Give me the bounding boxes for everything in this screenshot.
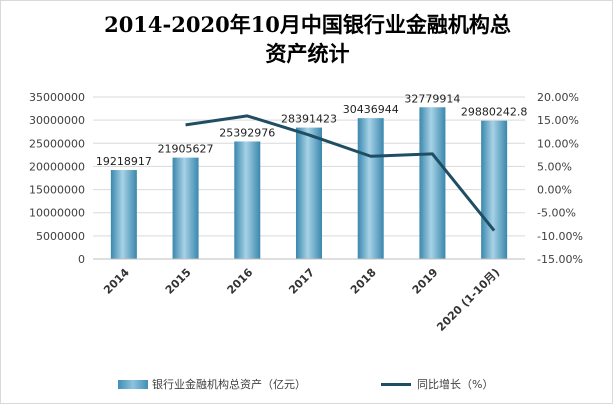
y-right-tick-label: 5.00% [537,160,572,173]
y-right-tick-label: 0.00% [537,184,572,197]
legend-bar-swatch [118,379,148,389]
legend-item-assets: 银行业金融机构总资产（亿元） [118,374,306,394]
bar [481,120,508,259]
y-right-tick-label: 10.00% [537,137,579,150]
y-left-tick-label: 0 [78,253,85,266]
chart-title-line-1: 2014-2020年10月中国银行业金融机构总 [104,12,511,37]
bar [172,157,199,259]
y-right-tick-label: -10.00% [537,230,583,243]
x-tick-label: 2017 [286,266,317,297]
x-tick-label: 2015 [163,266,194,297]
y-left-tick-label: 10000000 [29,207,85,220]
x-tick-label: 2019 [410,266,441,297]
legend-item-growth: 同比增长（%） [381,374,493,394]
bar-data-label: 28391423 [281,113,337,126]
bar-data-label: 29880242.8 [461,106,527,119]
bar [296,127,322,259]
x-tick-label: 2014 [101,266,132,297]
bar-data-label: 32779914 [404,92,460,105]
bar-data-label: 19218917 [96,155,152,168]
legend-label-assets: 银行业金融机构总资产（亿元） [152,378,306,391]
y-left-tick-label: 20000000 [29,160,85,173]
bar [234,141,261,259]
y-left-tick-label: 25000000 [29,137,85,150]
x-tick-label: 2018 [348,266,379,297]
bar-data-label: 30436944 [343,103,399,116]
y-right-tick-label: 20.00% [537,91,579,104]
growth-line [185,114,496,232]
y-right-tick-label: 15.00% [537,114,579,127]
bar-data-label: 25392976 [219,126,275,139]
y-right-tick-label: -15.00% [537,253,583,266]
y-left-tick-label: 15000000 [29,184,85,197]
bar [419,107,446,260]
x-tick-label: 2020 (1-10月) [434,266,502,334]
y-left-tick-label: 30000000 [29,114,85,127]
chart-title-line-2: 资产统计 [265,41,350,66]
chart-title: 2014-2020年10月中国银行业金融机构总 资产统计 [0,10,615,68]
legend-label-growth: 同比增长（%） [417,378,494,391]
y-left-tick-label: 5000000 [36,230,85,243]
bar [110,170,137,259]
x-tick-label: 2016 [225,266,256,297]
legend: 银行业金融机构总资产（亿元） 同比增长（%） [0,374,615,394]
bar-data-label: 21905627 [158,143,214,156]
y-left-tick-label: 35000000 [29,91,85,104]
legend-line-swatch [381,382,411,386]
bar [357,118,384,260]
y-right-tick-label: -5.00% [537,207,576,220]
